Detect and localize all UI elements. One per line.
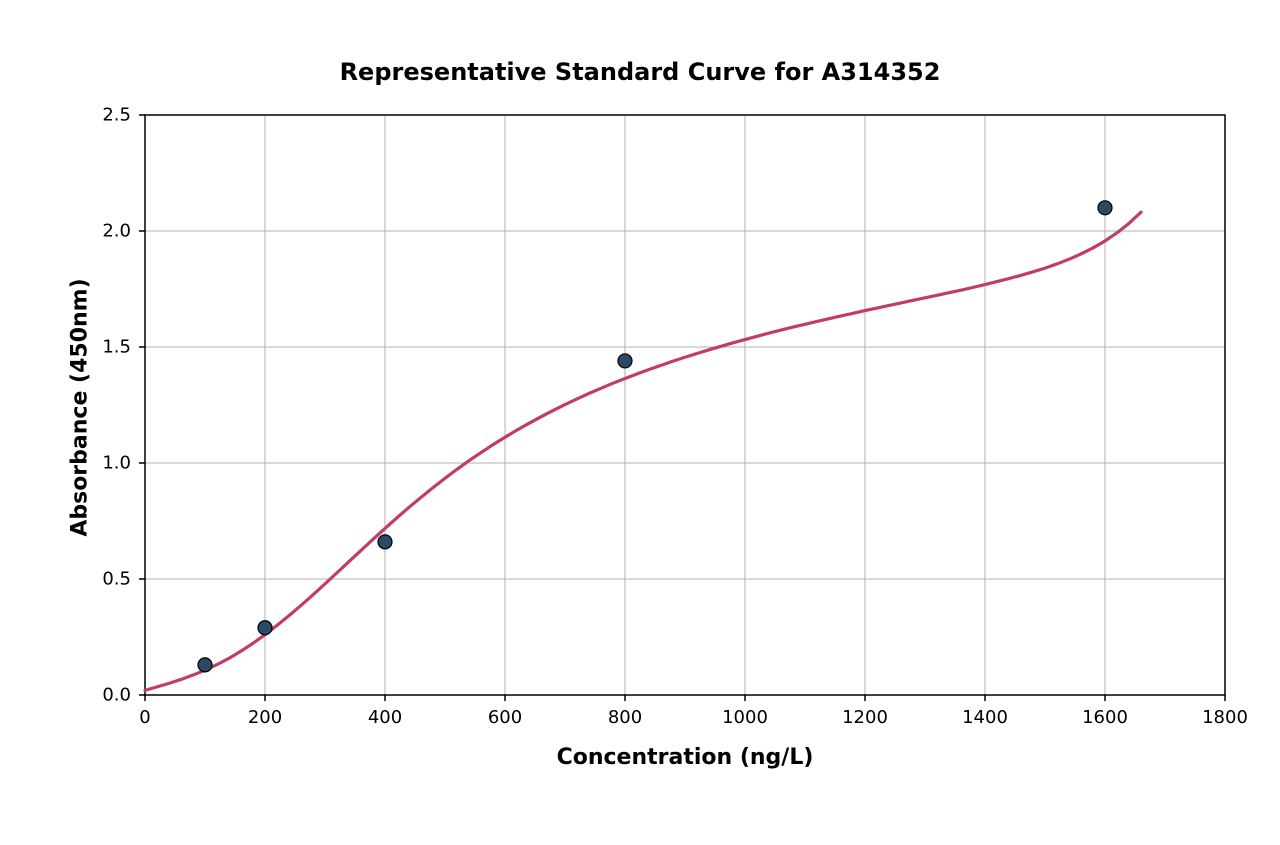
y-tick-label: 1.0 bbox=[102, 453, 131, 474]
x-tick-label: 1400 bbox=[962, 707, 1008, 728]
x-tick-label: 600 bbox=[488, 707, 522, 728]
y-tick-label: 1.5 bbox=[102, 337, 131, 358]
y-tick-label: 2.0 bbox=[102, 221, 131, 242]
x-tick-label: 1200 bbox=[842, 707, 888, 728]
chart-stage: Representative Standard Curve for A31435… bbox=[0, 0, 1280, 845]
plot-area bbox=[145, 115, 1225, 695]
y-tick-label: 0.5 bbox=[102, 569, 131, 590]
x-tick-label: 0 bbox=[139, 707, 150, 728]
x-axis-label: Concentration (ng/L) bbox=[145, 745, 1225, 770]
plot-svg bbox=[145, 115, 1225, 695]
x-tick-label: 1000 bbox=[722, 707, 768, 728]
x-tick-label: 1600 bbox=[1082, 707, 1128, 728]
x-tick-label: 200 bbox=[248, 707, 282, 728]
x-tick-label: 800 bbox=[608, 707, 642, 728]
y-axis-label: Absorbance (450nm) bbox=[68, 278, 93, 538]
y-tick-label: 0.0 bbox=[102, 685, 131, 706]
x-tick-label: 400 bbox=[368, 707, 402, 728]
chart-title: Representative Standard Curve for A31435… bbox=[0, 58, 1280, 86]
y-tick-label: 2.5 bbox=[102, 105, 131, 126]
x-tick-label: 1800 bbox=[1202, 707, 1248, 728]
